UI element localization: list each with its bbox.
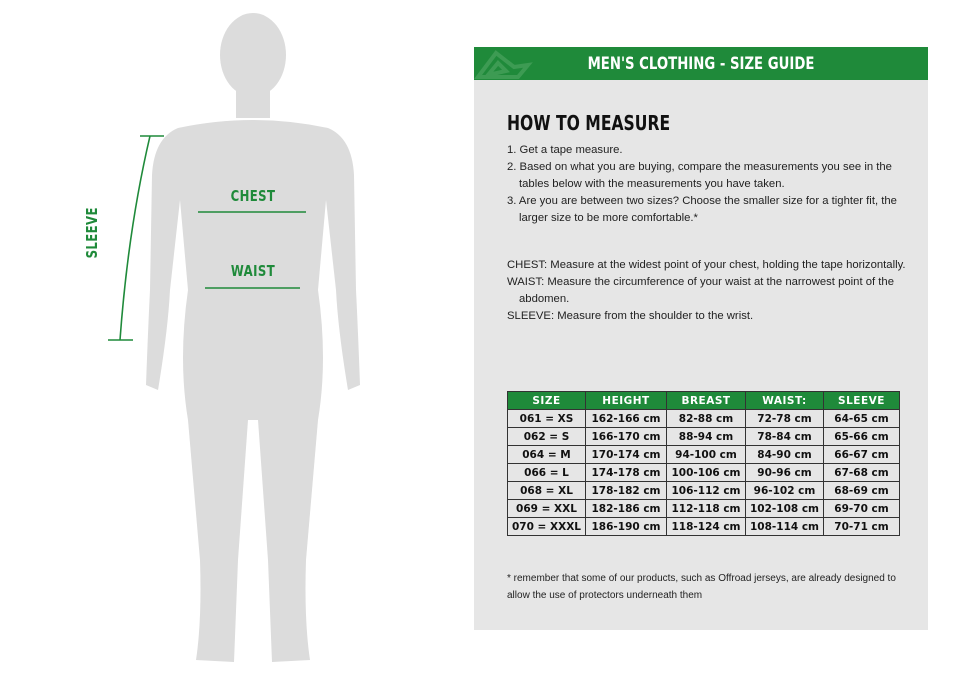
waist-label: WAIST (230, 262, 276, 280)
table-cell: 72-78 cm (745, 409, 824, 428)
chest-label: CHEST (230, 187, 276, 205)
definitions-list: CHEST: Measure at the widest point of yo… (507, 257, 907, 325)
table-cell: 108-114 cm (745, 517, 824, 536)
table-cell: 69-70 cm (823, 499, 900, 518)
step-item: 3. Are you are between two sizes? Choose… (507, 195, 897, 224)
definition-sleeve: SLEEVE: Measure from the shoulder to the… (507, 310, 754, 322)
column-header: SLEEVE (823, 391, 900, 410)
table-cell: 78-84 cm (745, 427, 824, 446)
table-cell: 162-166 cm (585, 409, 667, 428)
column-header: WAIST: (745, 391, 824, 410)
page-title: MEN'S CLOTHING - SIZE GUIDE (587, 54, 815, 74)
table-cell: 069 = XXL (507, 499, 586, 518)
table-cell: 65-66 cm (823, 427, 900, 446)
table-cell: 182-186 cm (585, 499, 667, 518)
table-cell: 102-108 cm (745, 499, 824, 518)
table-cell: 064 = M (507, 445, 586, 464)
table-cell: 061 = XS (507, 409, 586, 428)
table-cell: 166-170 cm (585, 427, 667, 446)
brand-logo-icon (474, 50, 533, 79)
table-row: 068 = XL 178-182 cm 106-112 cm 96-102 cm 68-… (507, 481, 900, 500)
table-cell: 070 = XXXL (507, 517, 586, 536)
table-cell: 82-88 cm (666, 409, 746, 428)
table-cell: 068 = XL (507, 481, 586, 500)
footnote: * remember that some of our products, su… (507, 573, 896, 601)
table-row: 062 = S 166-170 cm 88-94 cm 78-84 cm 65-66 c… (507, 427, 900, 446)
definition-waist: WAIST: Measure the circumference of your… (507, 276, 894, 305)
table-cell: 112-118 cm (666, 499, 746, 518)
table-cell: 64-65 cm (823, 409, 900, 428)
size-table: SIZE HEIGHT BREAST WAIST: SLEEVE 061 = XS 162… (507, 391, 900, 536)
table-cell: 90-96 cm (745, 463, 824, 482)
table-cell: 174-178 cm (585, 463, 667, 482)
column-header: HEIGHT (585, 391, 667, 410)
table-row: 070 = XXXL 186-190 cm 118-124 cm 108-114 cm… (507, 517, 900, 536)
table-cell: 062 = S (507, 427, 586, 446)
table-cell: 84-90 cm (745, 445, 824, 464)
step-item: 2. Based on what you are buying, compare… (507, 161, 892, 190)
table-cell: 94-100 cm (666, 445, 746, 464)
how-to-measure-heading: HOW TO MEASURE (507, 111, 671, 135)
column-header: BREAST (666, 391, 746, 410)
table-cell: 70-71 cm (823, 517, 900, 536)
table-row: 066 = L 174-178 cm 100-106 cm 90-96 cm 67-68… (507, 463, 900, 482)
table-cell: 66-67 cm (823, 445, 900, 464)
table-cell: 118-124 cm (666, 517, 746, 536)
table-row: 064 = M 170-174 cm 94-100 cm 84-90 cm 66-67 … (507, 445, 900, 464)
header-bar: MEN'S CLOTHING - SIZE GUIDE (474, 47, 928, 80)
body-silhouette (108, 13, 360, 662)
table-row: 061 = XS 162-166 cm 82-88 cm 72-78 cm 64-65 … (507, 409, 900, 428)
step-item: 1. Get a tape measure. (507, 144, 623, 156)
table-cell: 066 = L (507, 463, 586, 482)
sleeve-label: SLEEVE (83, 207, 101, 259)
definition-chest: CHEST: Measure at the widest point of yo… (507, 259, 906, 271)
size-guide-panel: MEN'S CLOTHING - SIZE GUIDE HOW TO MEASU… (474, 47, 928, 630)
table-header-row: SIZE HEIGHT BREAST WAIST: SLEEVE (507, 391, 900, 410)
table-cell: 96-102 cm (745, 481, 824, 500)
table-cell: 170-174 cm (585, 445, 667, 464)
table-cell: 100-106 cm (666, 463, 746, 482)
table-cell: 67-68 cm (823, 463, 900, 482)
table-cell: 106-112 cm (666, 481, 746, 500)
table-cell: 178-182 cm (585, 481, 667, 500)
column-header: SIZE (507, 391, 586, 410)
table-cell: 88-94 cm (666, 427, 746, 446)
steps-list: 1. Get a tape measure. 2. Based on what … (507, 142, 907, 227)
table-cell: 68-69 cm (823, 481, 900, 500)
table-cell: 186-190 cm (585, 517, 667, 536)
table-row: 069 = XXL 182-186 cm 112-118 cm 102-108 cm 6… (507, 499, 900, 518)
